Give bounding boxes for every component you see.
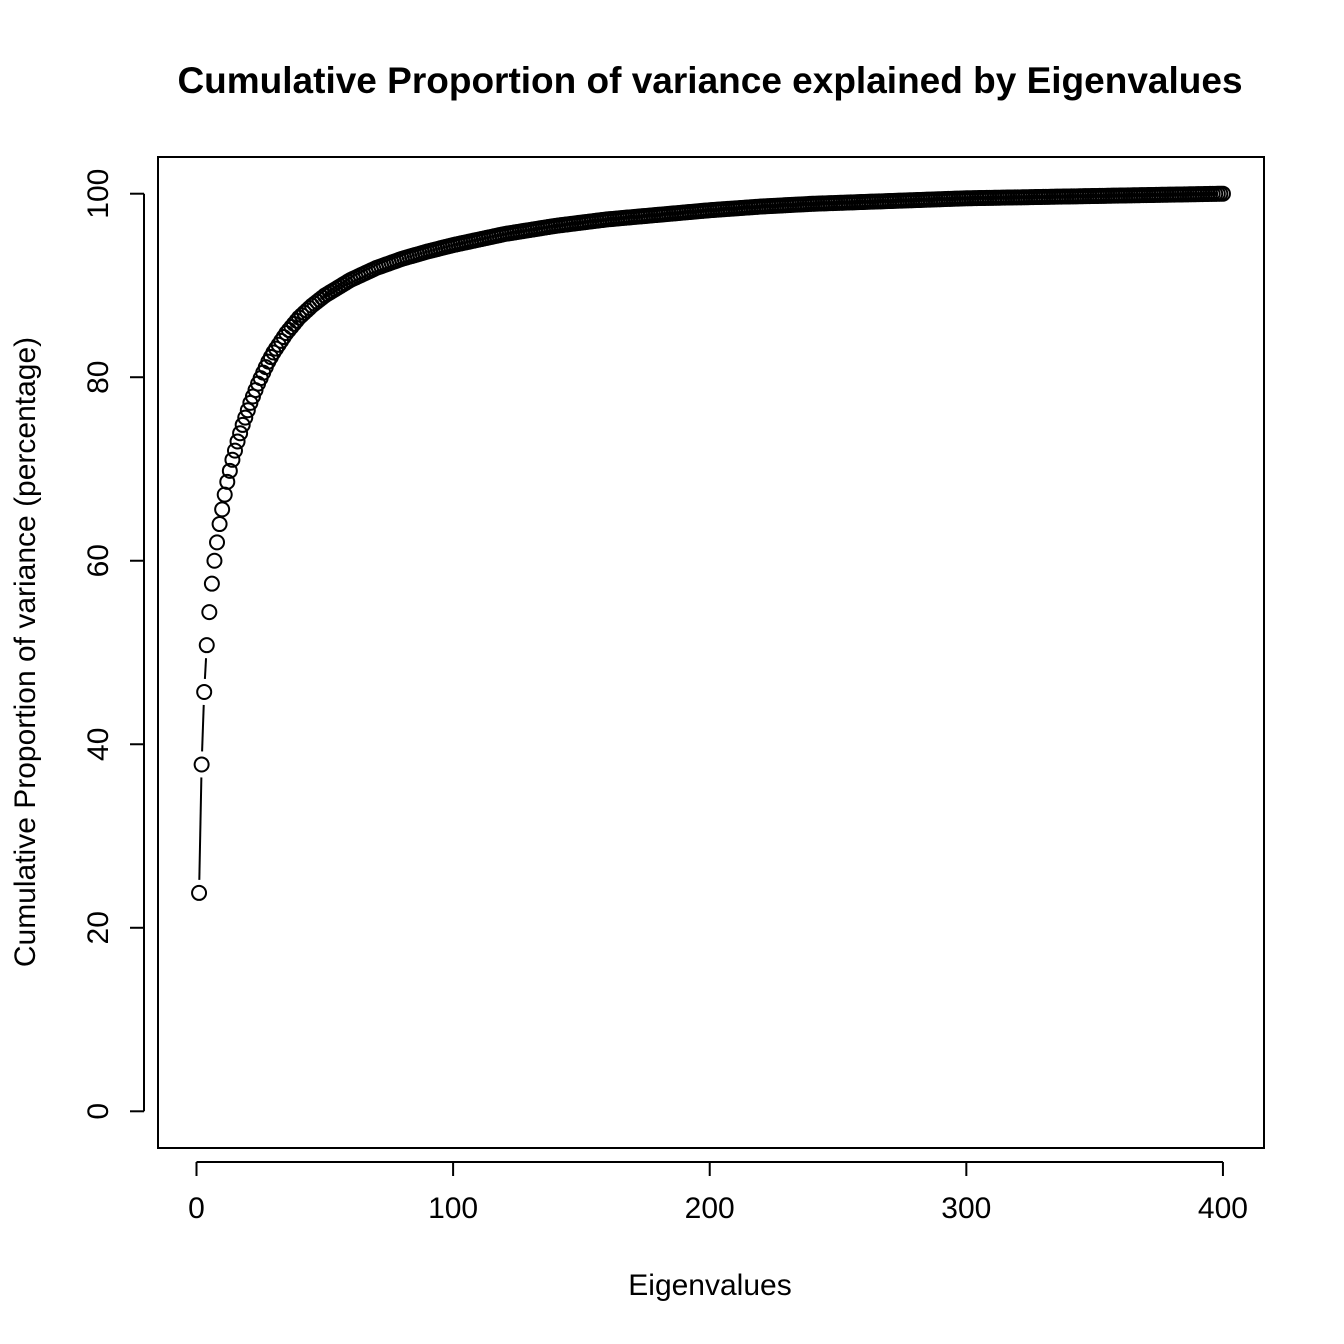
y-tick-label: 60 <box>82 544 115 577</box>
data-point <box>211 516 228 533</box>
x-tick-label: 300 <box>941 1192 991 1225</box>
data-point <box>216 486 233 503</box>
data-point <box>203 575 220 592</box>
connector-segment <box>201 704 205 752</box>
x-tick-label: 400 <box>1198 1192 1248 1225</box>
x-tick-label: 200 <box>685 1192 735 1225</box>
data-point <box>193 756 210 773</box>
data-point <box>209 534 226 551</box>
data-point <box>191 884 208 901</box>
data-point <box>198 637 215 654</box>
y-axis-label: Cumulative Proportion of variance (perce… <box>9 337 42 967</box>
plot-frame <box>157 156 1265 1149</box>
y-tick-label: 100 <box>82 169 115 219</box>
y-tick-label: 0 <box>82 1103 115 1120</box>
y-tick-label: 80 <box>82 361 115 394</box>
y-tick-label: 20 <box>82 911 115 944</box>
x-axis-label: Eigenvalues <box>628 1269 791 1302</box>
data-point <box>221 462 238 479</box>
x-axis: 0 100 200 300 400 <box>188 1161 1248 1225</box>
data-point <box>226 442 243 459</box>
data-point <box>196 683 213 700</box>
y-tick-label: 40 <box>82 728 115 761</box>
chart-title: Cumulative Proportion of variance explai… <box>177 60 1242 101</box>
data-point <box>201 604 218 621</box>
data-point <box>206 552 223 569</box>
data-point <box>214 501 231 518</box>
connector-segment <box>198 777 203 880</box>
data-point <box>229 433 246 450</box>
data-point <box>1214 185 1231 202</box>
data-point <box>232 425 249 442</box>
data-point <box>237 409 254 426</box>
connector-lines <box>198 658 208 880</box>
data-points <box>191 185 1231 901</box>
data-point <box>224 451 241 468</box>
connector-segment <box>203 658 208 680</box>
data-point <box>219 473 236 490</box>
x-tick-label: 100 <box>428 1192 478 1225</box>
x-tick-label: 0 <box>188 1192 205 1225</box>
data-point <box>234 416 251 433</box>
data-point <box>239 402 256 419</box>
y-axis: 0 20 40 60 80 100 <box>82 169 145 1120</box>
